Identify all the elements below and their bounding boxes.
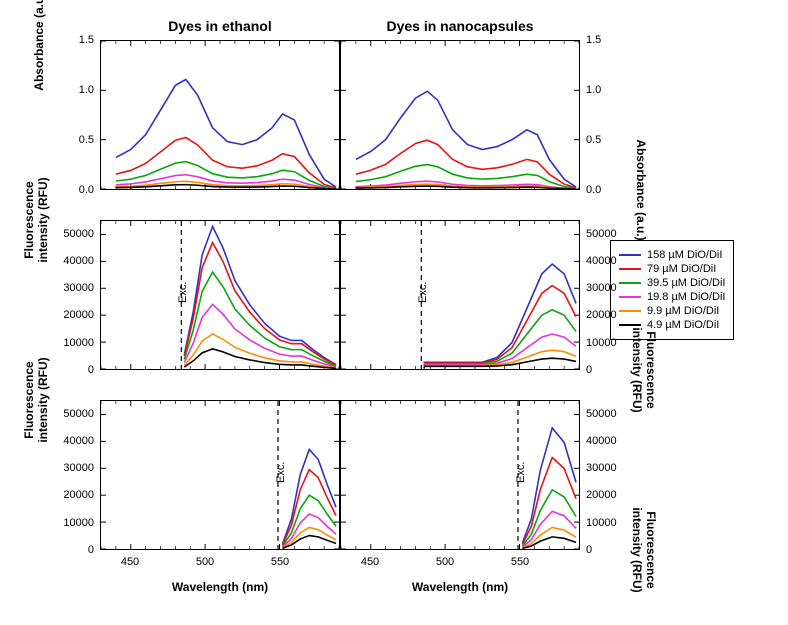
panel-c-left — [100, 400, 340, 550]
legend: 158 µM DiO/DiI79 µM DiO/DiI39.5 µM DiO/D… — [610, 240, 734, 340]
legend-item: 39.5 µM DiO/DiI — [619, 277, 725, 289]
panel-a-left — [100, 40, 340, 190]
panel-a-right — [340, 40, 580, 190]
panel-b-left — [100, 220, 340, 370]
panel-c-right — [340, 400, 580, 550]
figure-root: Dyes in ethanol Dyes in nanocapsules a b… — [0, 0, 788, 620]
col-title-left: Dyes in ethanol — [100, 18, 340, 34]
panel-b-right — [340, 220, 580, 370]
col-title-right: Dyes in nanocapsules — [340, 18, 580, 34]
